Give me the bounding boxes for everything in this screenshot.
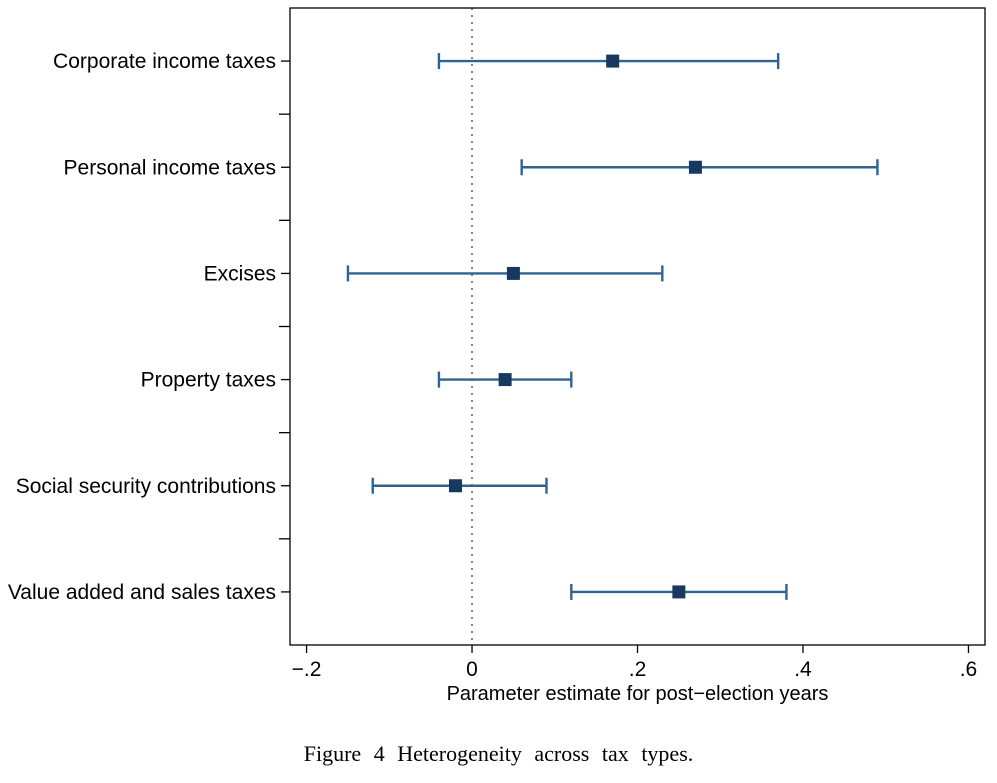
point-estimate-marker: [688, 160, 702, 174]
category-label: Excises: [204, 262, 276, 285]
category-label: Social security contributions: [16, 475, 276, 498]
category-label: Value added and sales taxes: [8, 581, 276, 604]
point-estimate-marker: [672, 585, 686, 599]
x-tick-label: 0: [466, 658, 478, 681]
x-tick-label: −.2: [292, 658, 322, 681]
plot-border: [289, 7, 986, 646]
point-estimate-marker: [498, 373, 512, 387]
point-estimate-marker: [448, 479, 462, 493]
category-label: Corporate income taxes: [53, 50, 276, 73]
category-label: Personal income taxes: [64, 156, 276, 179]
x-tick-label: .6: [960, 658, 978, 681]
point-estimate-marker: [606, 54, 620, 68]
category-label: Property taxes: [141, 369, 276, 392]
figure-caption: Figure 4 Heterogeneity across tax types.: [303, 741, 694, 766]
coefficient-plot: −.2 0 .2 .4 .6 Parameter estimate for post−el…: [8, 7, 986, 705]
x-tick-label: .4: [794, 658, 812, 681]
x-axis-title: Parameter estimate for post−election yea…: [447, 683, 829, 705]
x-tick-label: .2: [629, 658, 647, 681]
point-estimate-marker: [506, 266, 520, 280]
